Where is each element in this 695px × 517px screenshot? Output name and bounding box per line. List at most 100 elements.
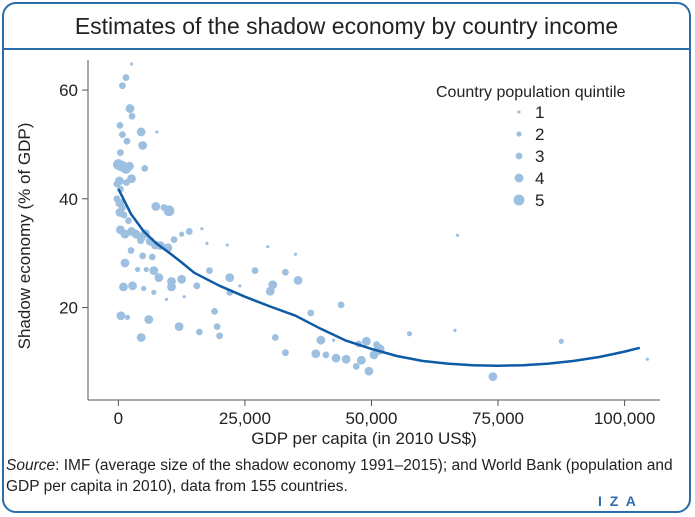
data-point	[337, 301, 345, 309]
data-point	[174, 322, 184, 331]
data-point	[316, 335, 326, 345]
data-point	[125, 161, 134, 171]
data-point	[238, 284, 242, 288]
x-tick-label: 75,000	[472, 409, 524, 428]
data-point	[488, 372, 498, 382]
data-point	[356, 355, 366, 365]
data-point	[195, 328, 203, 336]
data-point	[129, 62, 134, 66]
data-point	[193, 282, 201, 290]
legend-label: 1	[535, 103, 544, 122]
legend-label: 3	[535, 147, 544, 166]
data-point	[125, 217, 132, 224]
source-label: Source	[6, 457, 56, 474]
x-axis-label: GDP per capita (in 2010 US$)	[251, 429, 477, 448]
data-point	[307, 309, 315, 317]
data-point	[211, 307, 218, 315]
data-point	[123, 137, 131, 145]
data-point	[322, 351, 330, 359]
data-point	[116, 311, 126, 321]
data-point	[205, 241, 209, 245]
data-point	[154, 273, 164, 283]
data-point	[136, 333, 146, 342]
data-point	[143, 266, 149, 273]
data-point	[119, 131, 126, 139]
data-point	[369, 350, 379, 360]
data-point	[200, 227, 204, 231]
data-point	[225, 273, 235, 283]
figure-frame: Estimates of the shadow economy by count…	[2, 2, 691, 513]
data-point	[266, 245, 270, 249]
data-point	[116, 122, 124, 129]
legend-title: Country population quintile	[436, 84, 626, 101]
data-point	[352, 362, 360, 370]
data-point	[149, 266, 159, 275]
data-point	[113, 180, 121, 188]
data-point	[122, 74, 130, 81]
iza-logo: I Z A	[598, 493, 638, 509]
data-point	[155, 130, 159, 134]
data-point	[341, 354, 351, 364]
data-point	[119, 82, 126, 90]
data-point	[282, 268, 289, 276]
legend-marker	[515, 152, 523, 160]
x-tick-label: 0	[114, 409, 123, 428]
data-point	[293, 252, 298, 256]
data-point	[265, 286, 275, 296]
data-point	[185, 228, 193, 235]
data-point	[137, 237, 145, 245]
data-point	[271, 334, 279, 341]
data-point	[128, 112, 136, 120]
data-point	[170, 236, 178, 243]
data-point	[120, 258, 130, 268]
data-points	[112, 62, 649, 382]
data-point	[406, 331, 413, 337]
legend: Country population quintile 1 2 3 4 5	[436, 84, 626, 210]
data-point	[128, 281, 137, 291]
legend-marker	[516, 131, 522, 137]
fit-line	[117, 188, 641, 367]
data-point	[138, 141, 148, 150]
data-point	[364, 366, 374, 376]
data-point	[216, 332, 224, 340]
chart-title: Estimates of the shadow economy by count…	[4, 4, 689, 50]
data-point	[206, 267, 213, 274]
data-point	[135, 266, 141, 273]
data-point	[331, 338, 336, 342]
data-point	[151, 202, 161, 211]
data-point	[119, 282, 128, 292]
x-tick-label: 50,000	[345, 409, 397, 428]
y-axis-label: Shadow economy (% of GDP)	[15, 123, 34, 350]
y-tick-label: 60	[59, 81, 78, 100]
data-point	[331, 353, 341, 363]
data-point	[151, 289, 157, 295]
legend-label: 4	[535, 169, 544, 188]
data-point	[182, 295, 186, 299]
data-point	[311, 349, 321, 359]
source-note: Source: IMF (average size of the shadow …	[6, 455, 676, 497]
y-tick-label: 20	[59, 299, 78, 318]
y-tick-label: 40	[59, 190, 78, 209]
data-point	[141, 285, 147, 292]
data-point	[282, 349, 289, 357]
data-point	[213, 323, 221, 330]
data-point	[645, 357, 649, 361]
data-point	[164, 297, 169, 302]
data-point	[124, 314, 131, 320]
data-point	[251, 267, 259, 274]
data-point	[177, 274, 187, 284]
data-point	[116, 149, 124, 156]
data-point	[163, 205, 175, 217]
data-point	[455, 233, 460, 237]
data-point	[136, 127, 146, 137]
legend-marker	[514, 173, 524, 183]
data-point	[141, 164, 149, 172]
legend-marker	[513, 194, 525, 206]
data-point	[139, 252, 147, 260]
data-point	[362, 336, 371, 346]
data-point	[179, 231, 185, 237]
data-point	[167, 282, 176, 292]
data-point	[558, 338, 564, 344]
data-point	[453, 328, 457, 332]
